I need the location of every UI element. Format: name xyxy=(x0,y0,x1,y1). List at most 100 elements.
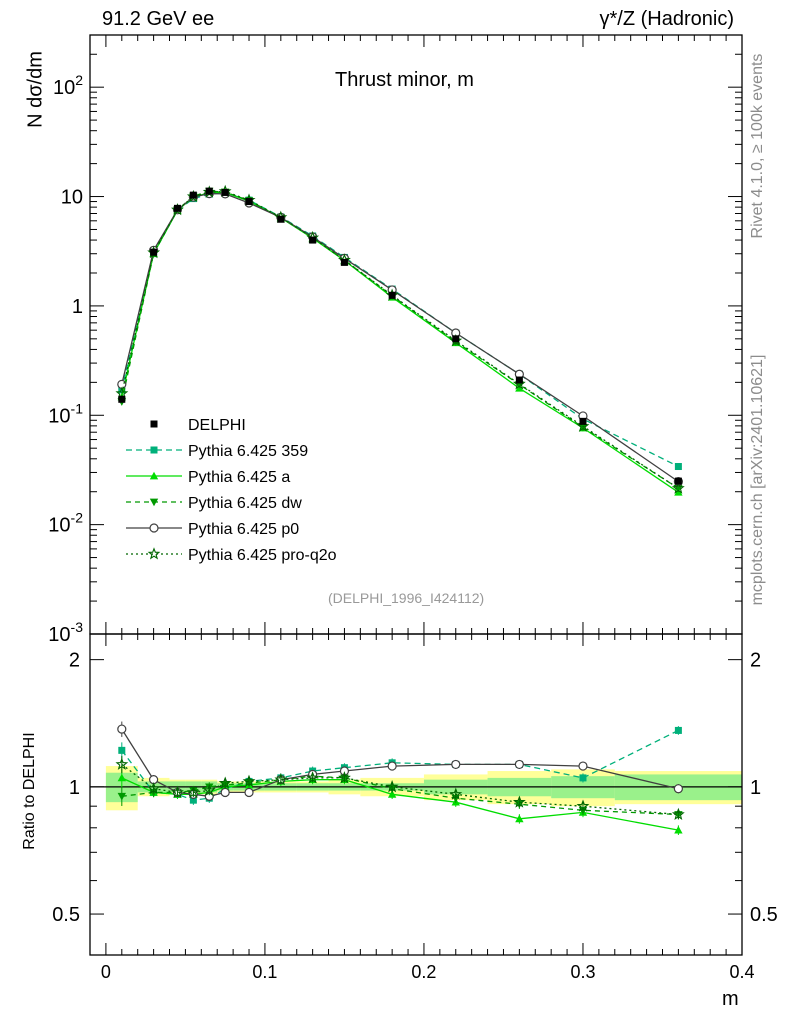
main-point-0-14 xyxy=(674,463,682,471)
y-tick-base: 10 xyxy=(53,77,75,99)
ratio-point-4-8 xyxy=(306,771,320,784)
y-tick-base: 10 xyxy=(48,515,70,537)
data-point-delphi-2 xyxy=(173,204,181,212)
y-tick-label-main-1: 10-2 xyxy=(48,510,83,537)
ratio-point-4-6 xyxy=(242,774,256,787)
ratio-point-3-5 xyxy=(220,787,230,798)
ratio-point-1-10 xyxy=(387,790,397,798)
ratio-point-3-10 xyxy=(387,761,397,771)
y-tick-exp: -2 xyxy=(71,510,84,526)
ratio-point-4-3 xyxy=(186,785,200,798)
main-point-4-12 xyxy=(512,377,526,390)
y-tick-label-main-5: 102 xyxy=(53,72,83,99)
y-axis-label-ratio: Ratio to DELPHI xyxy=(21,732,38,850)
data-point-delphi-5 xyxy=(221,188,229,196)
ratio-point-1-0 xyxy=(117,773,127,782)
ratio-point-4-13 xyxy=(576,799,590,812)
y-tick-label-ratio-right-0: 0.5 xyxy=(750,904,778,926)
legend-label-1: Pythia 6.425 359 xyxy=(188,443,308,460)
data-point-delphi-10 xyxy=(388,291,396,299)
y-tick-label-ratio-left-0: 0.5 xyxy=(52,904,80,926)
y-tick-exp: -3 xyxy=(71,619,84,635)
ratio-point-4-0 xyxy=(115,757,129,770)
data-point-delphi-1 xyxy=(150,248,158,256)
ratio-point-0-0 xyxy=(118,746,126,754)
y-tick-label-main-0: 10-3 xyxy=(48,619,83,646)
ratio-point-0-14 xyxy=(674,726,682,734)
data-point-delphi-4 xyxy=(205,187,213,195)
data-point-delphi-7 xyxy=(277,215,285,223)
x-tick-label-2: 0.2 xyxy=(411,962,436,982)
ratio-point-1-14 xyxy=(674,825,683,834)
data-point-delphi-9 xyxy=(340,258,348,266)
ratio-point-3-6 xyxy=(244,787,254,798)
y-tick-label-main-4: 10 xyxy=(61,187,83,209)
legend-label-3: Pythia 6.425 dw xyxy=(188,495,302,512)
main-point-4-11 xyxy=(449,334,463,347)
y-tick-label-main-3: 1 xyxy=(72,296,83,318)
main-point-4-13 xyxy=(576,419,590,432)
y-tick-label-main-2: 10-1 xyxy=(48,400,83,427)
legend-label-4: Pythia 6.425 p0 xyxy=(188,521,299,538)
ratio-point-4-2 xyxy=(170,785,184,798)
ratio-point-1-12 xyxy=(515,814,524,823)
ratio-point-2-0 xyxy=(117,792,127,801)
legend-label-0: DELPHI xyxy=(188,417,246,434)
legend-marker-1 xyxy=(150,446,158,454)
main-point-4-3 xyxy=(186,189,200,203)
ratio-point-4-1 xyxy=(147,781,161,795)
legend-label-2: Pythia 6.425 a xyxy=(188,469,290,486)
data-point-delphi-14 xyxy=(674,477,682,485)
main-point-4-0 xyxy=(115,386,129,399)
y-tick-label-ratio-left-1: 1 xyxy=(69,777,80,799)
rivet-label: Rivet 4.1.0, ≥ 100k events xyxy=(749,53,766,239)
process-label: γ*/Z (Hadronic) xyxy=(599,8,734,30)
main-line-4 xyxy=(121,190,679,489)
data-point-delphi-8 xyxy=(309,236,317,244)
energy-label: 91.2 GeV ee xyxy=(102,8,215,30)
ratio-point-0-3 xyxy=(189,796,197,804)
y-tick-base: 10 xyxy=(48,405,70,427)
ratio-point-3-11 xyxy=(451,759,461,770)
ratio-point-4-12 xyxy=(512,795,526,808)
data-point-delphi-0 xyxy=(118,395,126,403)
ratio-point-4-14 xyxy=(671,807,685,820)
ratio-point-3-0 xyxy=(117,724,127,734)
main-series xyxy=(115,184,685,496)
x-tick-label-0: 0 xyxy=(101,962,111,982)
y-axis-label-main: N dσ/dm xyxy=(24,51,47,128)
main-point-4-2 xyxy=(171,203,184,216)
ratio-series xyxy=(115,721,685,836)
ratio-point-3-13 xyxy=(578,761,588,771)
ratio-frame xyxy=(89,633,743,956)
x-tick-label-1: 0.1 xyxy=(252,962,277,982)
y-tick-label-ratio-left-2: 2 xyxy=(69,650,80,672)
x-tick-label-3: 0.3 xyxy=(570,962,595,982)
y-tick-exp: 2 xyxy=(75,72,83,88)
data-point-delphi-11 xyxy=(452,335,460,343)
main-frame xyxy=(89,34,743,635)
ratio-line-2 xyxy=(121,775,679,816)
mcplots-label: mcplots.cern.ch [arXiv:2401.10621] xyxy=(749,354,766,606)
x-tick-label-4: 0.4 xyxy=(729,962,754,982)
legend-label-5: Pythia 6.425 pro-q2o xyxy=(188,547,337,564)
ratio-point-4-4 xyxy=(202,783,216,797)
main-line-3 xyxy=(121,192,679,483)
legend-marker-0 xyxy=(150,420,158,428)
ratio-point-4-7 xyxy=(274,772,288,786)
ratio-point-0-13 xyxy=(579,774,587,782)
y-tick-base: 10 xyxy=(48,624,70,646)
y-tick-label-ratio-right-2: 2 xyxy=(750,650,761,672)
ratio-point-4-5 xyxy=(218,776,232,789)
analysis-label: (DELPHI_1996_I424112) xyxy=(328,590,485,606)
data-point-delphi-3 xyxy=(189,191,197,199)
main-point-2-13 xyxy=(578,424,588,432)
chart-title: Thrust minor, m xyxy=(335,69,474,91)
main-point-4-14 xyxy=(671,481,685,494)
y-tick-label-ratio-right-1: 1 xyxy=(750,777,761,799)
legend-marker-4 xyxy=(149,523,159,533)
legend-marker-3 xyxy=(149,498,159,507)
ratio-bands xyxy=(105,766,742,811)
data-point-delphi-13 xyxy=(579,417,587,425)
ratio-point-4-9 xyxy=(338,771,351,784)
